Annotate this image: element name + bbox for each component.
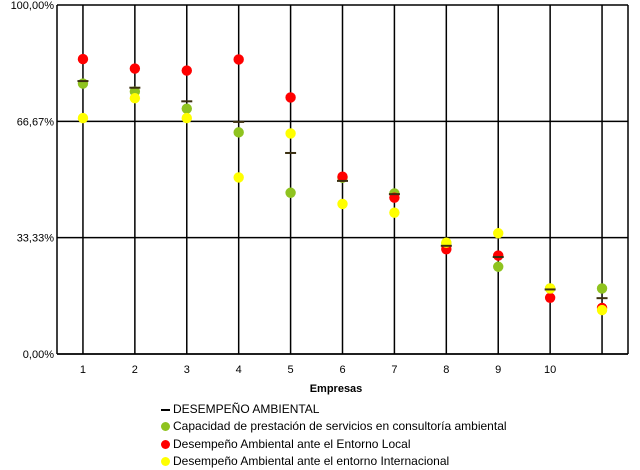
y-tick-label: 33,33% bbox=[17, 233, 55, 245]
data-point-series-1 bbox=[233, 127, 244, 138]
x-tick-label: 4 bbox=[236, 364, 242, 376]
y-tick-label: 0,00% bbox=[23, 349, 54, 361]
data-point-series-2 bbox=[129, 63, 141, 74]
data-point-series-2 bbox=[493, 250, 504, 261]
x-tick-label: 10 bbox=[544, 364, 556, 376]
legend-label: Desempeño Ambiental ante el entorno Inte… bbox=[173, 453, 450, 468]
data-point-series-3 bbox=[337, 198, 348, 210]
data-point-series-2 bbox=[181, 65, 192, 76]
data-point-series-1 bbox=[493, 261, 504, 272]
legend-label: DESEMPEÑO AMBIENTAL bbox=[173, 402, 320, 416]
x-tick-label: 7 bbox=[391, 364, 397, 376]
legend-marker bbox=[159, 457, 171, 467]
y-tick-label: 100,00% bbox=[11, 0, 55, 12]
legend-item: DESEMPEÑO AMBIENTAL bbox=[159, 401, 507, 418]
x-tick-label: 1 bbox=[80, 364, 86, 376]
data-point-series-2 bbox=[233, 54, 244, 65]
x-tick-label: 8 bbox=[443, 364, 449, 376]
axis-ticks: 0,00% 33,33% 66,67% 100,00% 1 2 3 4 5 6 7 8 9 10 bbox=[11, 0, 557, 376]
legend: DESEMPEÑO AMBIENTAL Capacidad de prestaci… bbox=[159, 401, 507, 470]
y-tick-label: 66,67% bbox=[17, 116, 55, 128]
legend-label: Desempeño Ambiental ante el Entorno Loca… bbox=[173, 436, 411, 451]
data-point-series-3 bbox=[129, 92, 141, 104]
x-tick-label: 6 bbox=[339, 364, 345, 376]
legend-item: Capacidad de prestación de servicios en … bbox=[159, 418, 507, 435]
data-point-series-2 bbox=[285, 92, 296, 103]
data-point-series-3 bbox=[285, 128, 296, 139]
x-tick-label: 2 bbox=[132, 364, 138, 376]
legend-marker bbox=[159, 408, 171, 411]
data-point-series-1 bbox=[181, 103, 192, 114]
data-point-series-1 bbox=[77, 78, 89, 89]
data-point-series-2 bbox=[337, 171, 348, 182]
data-point-series-3 bbox=[389, 207, 400, 218]
data-point-series-3 bbox=[596, 304, 608, 316]
data-point-series-2 bbox=[77, 53, 89, 65]
data-point-series-3 bbox=[544, 283, 556, 294]
x-tick-label: 9 bbox=[495, 364, 501, 376]
legend-marker bbox=[159, 439, 171, 449]
legend-label: Capacidad de prestación de servicios en … bbox=[173, 419, 507, 434]
data-point-series-1 bbox=[596, 283, 608, 294]
data-point-series-3 bbox=[77, 112, 89, 124]
legend-item: Desempeño Ambiental ante el Entorno Loca… bbox=[159, 436, 507, 453]
data-point-series-3 bbox=[181, 112, 192, 124]
data-point-series-3 bbox=[493, 228, 504, 239]
legend-marker bbox=[159, 422, 171, 432]
x-tick-label: 3 bbox=[184, 364, 190, 376]
data-marks bbox=[77, 53, 608, 316]
x-tick-label: 5 bbox=[288, 364, 294, 376]
data-point-series-3 bbox=[233, 172, 244, 183]
data-point-series-2 bbox=[544, 292, 556, 304]
legend-item: Desempeño Ambiental ante el entorno Inte… bbox=[159, 453, 507, 470]
data-point-series-1 bbox=[285, 187, 296, 198]
x-axis-title: Empresas bbox=[310, 383, 363, 395]
